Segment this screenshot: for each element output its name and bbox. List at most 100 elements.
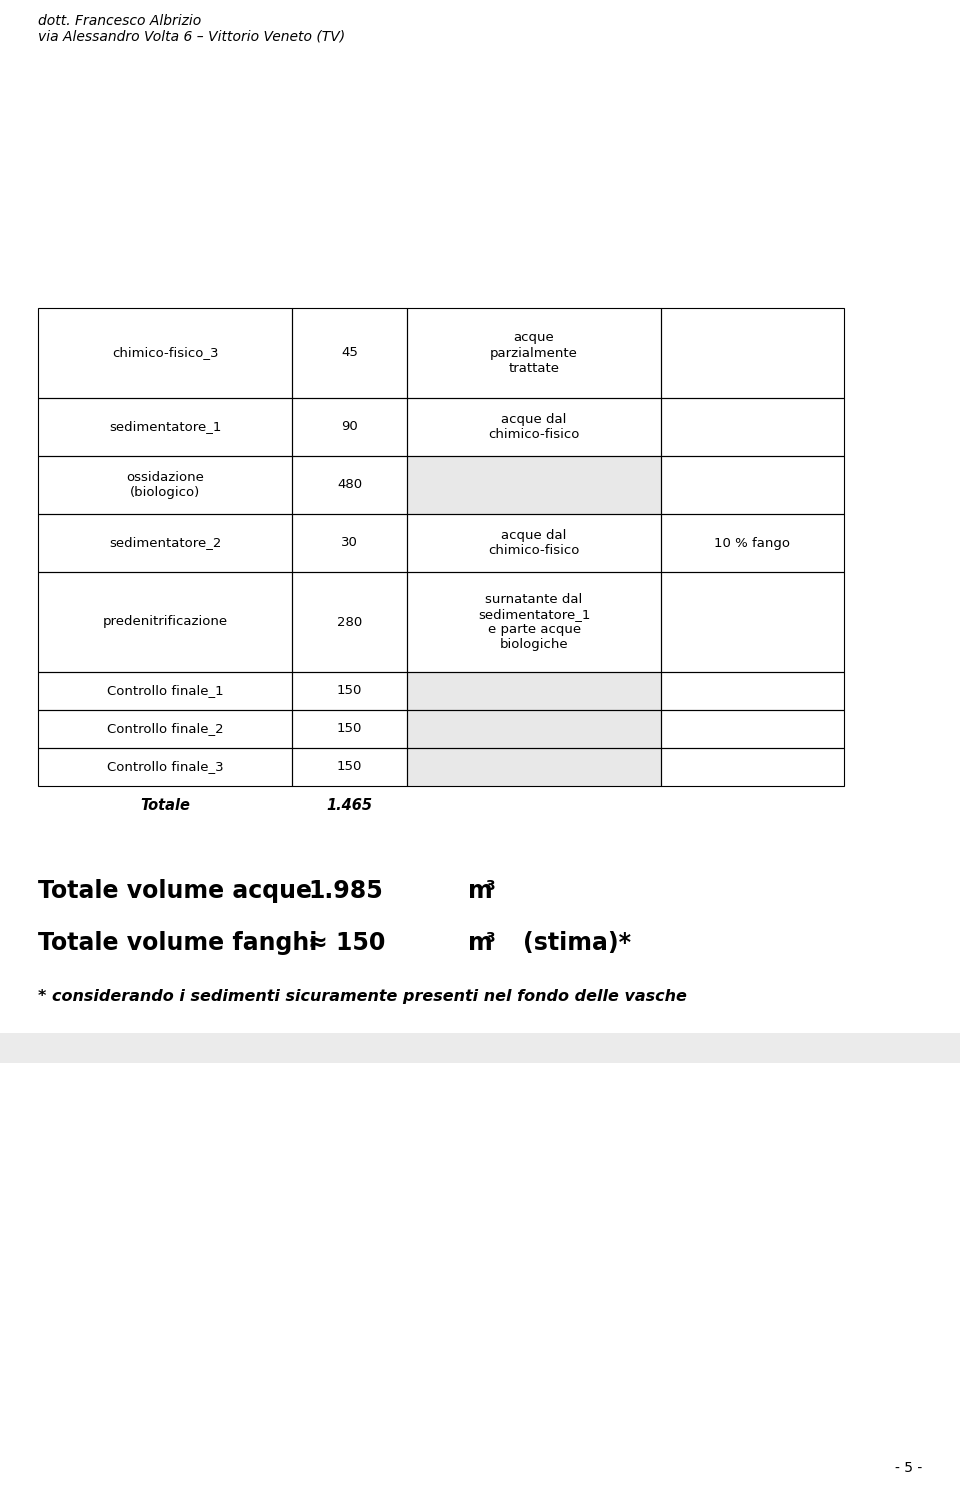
- Bar: [38, 672, 293, 710]
- Text: Totale volume fanghi: Totale volume fanghi: [38, 931, 318, 955]
- Bar: [293, 710, 407, 748]
- Bar: [407, 748, 661, 786]
- Text: acque
parzialmente
trattate: acque parzialmente trattate: [491, 331, 578, 374]
- Text: 3: 3: [485, 931, 494, 945]
- Text: m: m: [468, 931, 492, 955]
- Bar: [407, 398, 661, 457]
- Text: sedimentatore_1: sedimentatore_1: [109, 421, 222, 434]
- Bar: [293, 398, 407, 457]
- Text: 150: 150: [337, 684, 362, 698]
- Text: 1.465: 1.465: [326, 798, 372, 813]
- Bar: [407, 748, 661, 786]
- Text: predenitrificazione: predenitrificazione: [103, 615, 228, 629]
- Bar: [38, 748, 293, 786]
- Bar: [661, 513, 844, 572]
- Text: acque dal
chimico-fisico: acque dal chimico-fisico: [489, 528, 580, 557]
- Bar: [38, 572, 293, 672]
- Text: ossidazione
(biologico): ossidazione (biologico): [127, 472, 204, 499]
- Text: 1.985: 1.985: [308, 879, 383, 903]
- Bar: [407, 710, 661, 748]
- Bar: [293, 710, 407, 748]
- Bar: [38, 748, 293, 786]
- Bar: [0, 1033, 960, 1063]
- Bar: [293, 572, 407, 672]
- Bar: [38, 457, 293, 513]
- Text: 150: 150: [337, 760, 362, 774]
- Bar: [293, 457, 407, 513]
- Text: 280: 280: [337, 615, 362, 629]
- Bar: [38, 513, 293, 572]
- Text: Totale: Totale: [140, 798, 190, 813]
- Bar: [661, 572, 844, 672]
- Bar: [38, 457, 293, 513]
- Bar: [407, 672, 661, 710]
- Bar: [38, 572, 293, 672]
- Text: * considerando i sedimenti sicuramente presenti nel fondo delle vasche: * considerando i sedimenti sicuramente p…: [38, 990, 686, 1004]
- Text: 45: 45: [341, 346, 358, 359]
- Bar: [38, 308, 293, 398]
- Bar: [38, 710, 293, 748]
- Bar: [407, 308, 661, 398]
- Text: 30: 30: [341, 536, 358, 549]
- Bar: [407, 672, 661, 710]
- Bar: [661, 457, 844, 513]
- Bar: [661, 672, 844, 710]
- Bar: [407, 398, 661, 457]
- Bar: [38, 710, 293, 748]
- Bar: [407, 513, 661, 572]
- Bar: [407, 457, 661, 513]
- Bar: [38, 398, 293, 457]
- Bar: [38, 308, 293, 398]
- Bar: [661, 748, 844, 786]
- Bar: [661, 513, 844, 572]
- Text: - 5 -: - 5 -: [895, 1461, 922, 1475]
- Bar: [661, 672, 844, 710]
- Bar: [293, 748, 407, 786]
- Bar: [293, 308, 407, 398]
- Bar: [293, 513, 407, 572]
- Bar: [661, 398, 844, 457]
- Bar: [661, 710, 844, 748]
- Bar: [38, 513, 293, 572]
- Text: Controllo finale_3: Controllo finale_3: [107, 760, 224, 774]
- Bar: [661, 308, 844, 398]
- Text: Controllo finale_2: Controllo finale_2: [107, 723, 224, 735]
- Text: 150: 150: [337, 723, 362, 735]
- Text: ≈ 150: ≈ 150: [308, 931, 385, 955]
- Bar: [293, 457, 407, 513]
- Bar: [293, 398, 407, 457]
- Bar: [38, 398, 293, 457]
- Text: m: m: [468, 879, 492, 903]
- Bar: [293, 672, 407, 710]
- Text: 90: 90: [341, 421, 358, 434]
- Bar: [407, 457, 661, 513]
- Text: dott. Francesco Albrizio: dott. Francesco Albrizio: [38, 13, 202, 28]
- Bar: [407, 572, 661, 672]
- Bar: [293, 672, 407, 710]
- Bar: [661, 308, 844, 398]
- Bar: [293, 308, 407, 398]
- Bar: [661, 748, 844, 786]
- Bar: [407, 710, 661, 748]
- Bar: [661, 398, 844, 457]
- Bar: [407, 572, 661, 672]
- Text: sedimentatore_2: sedimentatore_2: [109, 536, 222, 549]
- Text: via Alessandro Volta 6 – Vittorio Veneto (TV): via Alessandro Volta 6 – Vittorio Veneto…: [38, 30, 346, 43]
- Bar: [407, 308, 661, 398]
- Text: acque dal
chimico-fisico: acque dal chimico-fisico: [489, 413, 580, 442]
- Bar: [407, 513, 661, 572]
- Bar: [293, 513, 407, 572]
- Bar: [661, 572, 844, 672]
- Text: Controllo finale_1: Controllo finale_1: [107, 684, 224, 698]
- Bar: [293, 572, 407, 672]
- Text: 480: 480: [337, 479, 362, 491]
- Bar: [661, 457, 844, 513]
- Text: 3: 3: [485, 879, 494, 894]
- Text: surnatante dal
sedimentatore_1
e parte acque
biologiche: surnatante dal sedimentatore_1 e parte a…: [478, 593, 590, 651]
- Text: (stima)*: (stima)*: [523, 931, 631, 955]
- Bar: [661, 710, 844, 748]
- Bar: [293, 748, 407, 786]
- Text: 10 % fango: 10 % fango: [714, 536, 790, 549]
- Text: chimico-fisico_3: chimico-fisico_3: [112, 346, 219, 359]
- Text: Totale volume acque: Totale volume acque: [38, 879, 312, 903]
